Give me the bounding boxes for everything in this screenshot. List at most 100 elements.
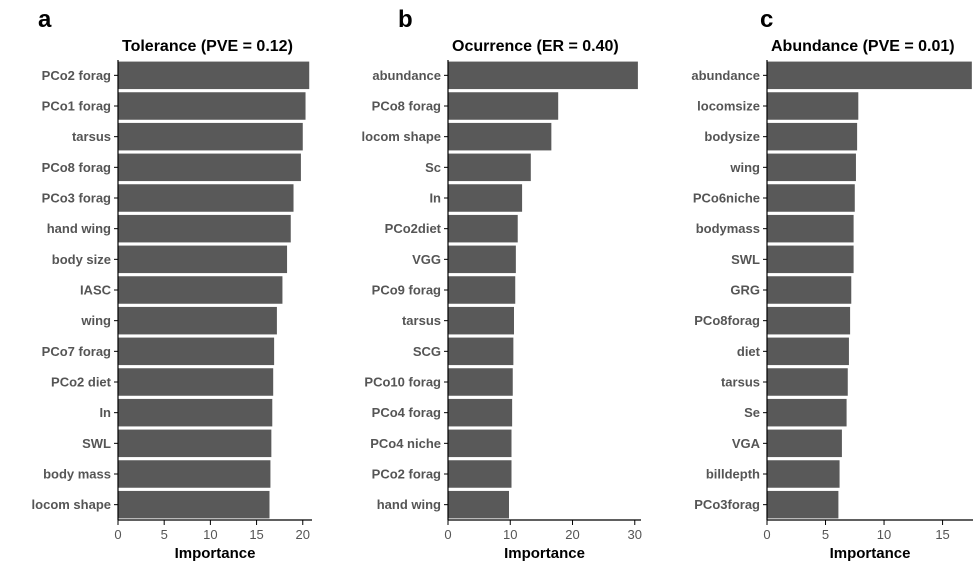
bar bbox=[118, 61, 310, 90]
category-label: PCo8 forag bbox=[372, 99, 441, 114]
x-tick-label: 0 bbox=[763, 527, 770, 542]
bar bbox=[448, 61, 638, 90]
bar bbox=[767, 398, 847, 427]
category-label: wing bbox=[729, 160, 760, 175]
category-label: In bbox=[429, 191, 441, 206]
category-label: hand wing bbox=[377, 497, 441, 512]
category-label: Sc bbox=[425, 160, 441, 175]
bar bbox=[118, 460, 271, 488]
bar bbox=[118, 368, 274, 396]
category-label: In bbox=[99, 405, 111, 420]
category-label: locom shape bbox=[362, 129, 441, 144]
panel-c: c Abundance (PVE = 0.01) abundance locomsiz… bbox=[691, 6, 973, 562]
bar bbox=[118, 92, 306, 120]
x-tick-label: 10 bbox=[203, 527, 217, 542]
category-label: hand wing bbox=[47, 221, 111, 236]
x-tick-label: 0 bbox=[114, 527, 121, 542]
bar bbox=[767, 337, 849, 366]
category-label: PCo8 forag bbox=[42, 160, 111, 175]
bar bbox=[448, 245, 516, 274]
category-label: VGG bbox=[412, 252, 441, 267]
category-label: VGA bbox=[732, 436, 761, 451]
bar bbox=[118, 214, 291, 243]
bar bbox=[767, 122, 858, 151]
bar bbox=[767, 368, 848, 396]
category-label: PCo1 forag bbox=[42, 99, 111, 114]
bar bbox=[448, 337, 514, 366]
category-label: bodysize bbox=[704, 129, 760, 144]
bar bbox=[448, 122, 552, 151]
bar bbox=[118, 490, 270, 519]
category-label: PCo2 diet bbox=[51, 375, 112, 390]
x-tick-label: 5 bbox=[822, 527, 829, 542]
category-label: IASC bbox=[80, 283, 112, 298]
bar bbox=[448, 276, 516, 304]
x-tick-label: 20 bbox=[296, 527, 310, 542]
bar bbox=[767, 153, 856, 182]
panel-a: a Tolerance (PVE = 0.12) PCo2 forag PCo1 fo… bbox=[32, 6, 312, 562]
category-label: body size bbox=[52, 252, 111, 267]
x-tick-label: 30 bbox=[628, 527, 642, 542]
bar bbox=[118, 429, 272, 458]
category-label: tarsus bbox=[402, 313, 441, 328]
bar bbox=[448, 429, 512, 458]
panel-letter: c bbox=[760, 6, 773, 33]
bar bbox=[767, 460, 840, 488]
x-tick-label: 10 bbox=[877, 527, 891, 542]
x-tick-label: 0 bbox=[444, 527, 451, 542]
bar bbox=[448, 368, 513, 396]
bar bbox=[448, 214, 518, 243]
category-label: SWL bbox=[731, 252, 760, 267]
bar bbox=[448, 398, 513, 427]
category-label: wing bbox=[80, 313, 111, 328]
category-label: PCo3 forag bbox=[42, 191, 111, 206]
bar bbox=[767, 214, 854, 243]
category-label: PCo6niche bbox=[693, 191, 760, 206]
bar bbox=[767, 490, 839, 519]
chart-title: Tolerance (PVE = 0.12) bbox=[122, 38, 293, 55]
x-tick-label: 10 bbox=[503, 527, 517, 542]
category-label: PCo2diet bbox=[385, 221, 442, 236]
category-label: tarsus bbox=[721, 375, 760, 390]
bar bbox=[448, 460, 512, 488]
bar bbox=[118, 184, 294, 212]
bar bbox=[448, 92, 559, 120]
category-label: body mass bbox=[43, 467, 111, 482]
panel-letter: b bbox=[398, 6, 413, 33]
category-label: abundance bbox=[372, 68, 441, 83]
bar bbox=[767, 245, 854, 274]
bar bbox=[767, 276, 852, 304]
x-tick-label: 5 bbox=[161, 527, 168, 542]
x-tick-label: 20 bbox=[565, 527, 579, 542]
bar bbox=[767, 61, 972, 90]
bar bbox=[118, 122, 303, 151]
category-label: PCo8forag bbox=[694, 313, 760, 328]
bar bbox=[118, 276, 283, 304]
category-label: PCo2 forag bbox=[42, 68, 111, 83]
category-label: PCo4 forag bbox=[372, 405, 441, 420]
bar bbox=[118, 337, 275, 366]
category-label: GRG bbox=[730, 283, 760, 298]
panel-letter: a bbox=[38, 6, 52, 33]
bar bbox=[767, 92, 859, 120]
bar bbox=[767, 306, 851, 335]
bar bbox=[767, 184, 855, 212]
category-label: billdepth bbox=[706, 467, 760, 482]
bar bbox=[118, 245, 288, 274]
bar bbox=[448, 153, 531, 182]
bar bbox=[118, 398, 273, 427]
x-axis-title: Importance bbox=[830, 545, 911, 562]
category-label: PCo2 forag bbox=[372, 467, 441, 482]
bar bbox=[448, 306, 514, 335]
category-label: abundance bbox=[691, 68, 760, 83]
panel-b: b Ocurrence (ER = 0.40) abundance PCo8 fora… bbox=[362, 6, 642, 562]
category-label: PCo10 forag bbox=[364, 375, 441, 390]
bar bbox=[767, 429, 842, 458]
category-label: locom shape bbox=[32, 497, 111, 512]
category-label: Se bbox=[744, 405, 760, 420]
category-label: SWL bbox=[82, 436, 111, 451]
category-label: PCo7 forag bbox=[42, 344, 111, 359]
category-label: diet bbox=[737, 344, 761, 359]
x-axis-title: Importance bbox=[504, 545, 585, 562]
